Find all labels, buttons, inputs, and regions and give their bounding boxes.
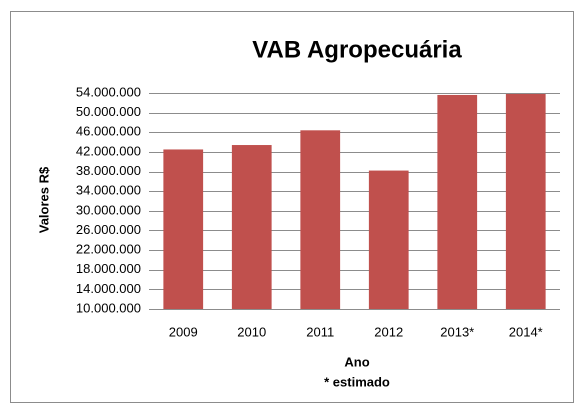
x-tick-label: 2014* — [509, 324, 543, 339]
bar — [437, 94, 478, 309]
y-tick-label: 10.000.000 — [76, 300, 141, 315]
y-tick-label: 42.000.000 — [76, 143, 141, 158]
y-tick-label: 26.000.000 — [76, 222, 141, 237]
annotation: * estimado — [324, 374, 390, 389]
y-tick-label: 46.000.000 — [76, 124, 141, 139]
y-tick-label: 50.000.000 — [76, 104, 141, 119]
y-tick-label: 34.000.000 — [76, 183, 141, 198]
bar — [505, 93, 546, 310]
x-tick-label: 2009 — [169, 324, 198, 339]
x-axis-label: Ano — [344, 354, 369, 369]
y-tick-label: 54.000.000 — [76, 84, 141, 99]
x-tick-label: 2011 — [306, 324, 334, 339]
y-tick-label: 38.000.000 — [76, 163, 141, 178]
y-tick-label: 18.000.000 — [76, 261, 141, 276]
bar — [231, 145, 272, 309]
chart-border — [10, 11, 574, 403]
x-tick-label: 2013* — [440, 324, 474, 339]
bar — [163, 149, 204, 309]
bar — [368, 170, 409, 309]
chart-title: VAB Agropecuária — [252, 36, 462, 63]
y-tick-label: 22.000.000 — [76, 242, 141, 257]
y-axis-label: Valores R$ — [36, 166, 51, 233]
x-tick-label: 2010 — [237, 324, 266, 339]
y-tick-label: 30.000.000 — [76, 202, 141, 217]
x-tick-label: 2012 — [374, 324, 403, 339]
y-tick-label: 14.000.000 — [76, 281, 141, 296]
bar — [300, 130, 341, 309]
